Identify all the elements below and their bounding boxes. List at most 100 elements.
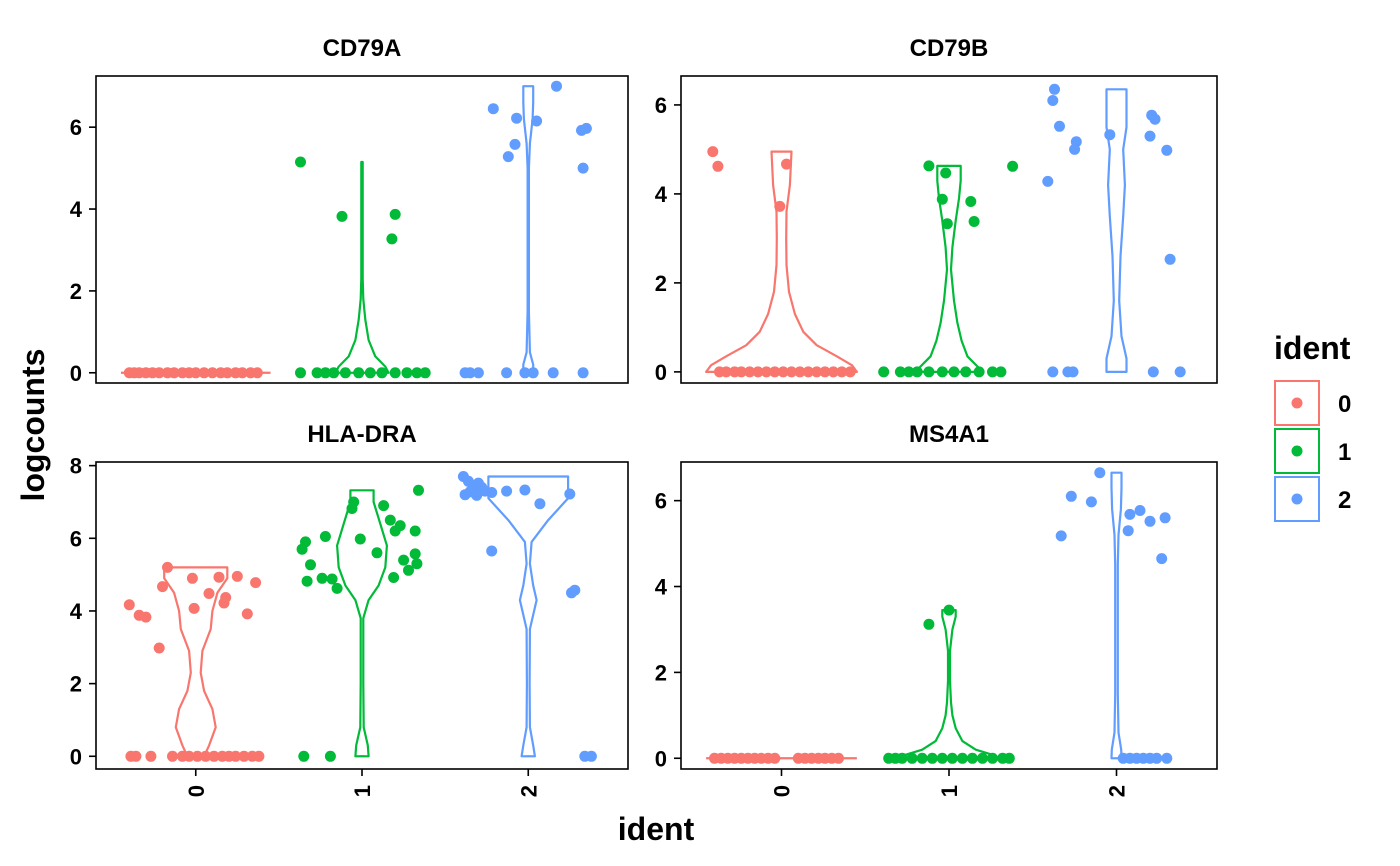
data-point bbox=[295, 156, 306, 168]
data-point bbox=[720, 366, 732, 378]
data-point bbox=[564, 488, 576, 500]
violin-ident-2 bbox=[487, 475, 570, 758]
data-point bbox=[1104, 129, 1116, 141]
data-point bbox=[200, 750, 212, 762]
data-point bbox=[802, 366, 814, 378]
data-point bbox=[1007, 160, 1019, 172]
x-tick-label: 2 bbox=[516, 785, 541, 797]
data-point bbox=[346, 503, 358, 514]
data-point bbox=[894, 366, 906, 378]
data-point bbox=[353, 367, 365, 379]
data-point bbox=[486, 545, 498, 557]
panel-frame bbox=[95, 75, 629, 384]
y-tick-label: 4 bbox=[70, 197, 83, 222]
data-point bbox=[153, 642, 165, 654]
y-tick-label: 0 bbox=[70, 744, 82, 769]
data-point bbox=[339, 367, 351, 379]
data-point bbox=[712, 160, 724, 172]
data-point bbox=[769, 752, 781, 764]
data-point bbox=[916, 752, 928, 764]
legend-title: ident bbox=[1274, 330, 1351, 366]
y-tick-label: 2 bbox=[655, 271, 667, 296]
data-point bbox=[1164, 253, 1176, 265]
data-point bbox=[190, 367, 202, 379]
data-point bbox=[943, 604, 955, 616]
violin-ident-0 bbox=[705, 150, 858, 373]
data-point bbox=[501, 485, 513, 497]
data-point bbox=[966, 752, 978, 764]
data-point bbox=[336, 210, 348, 222]
data-point bbox=[551, 80, 562, 92]
data-point bbox=[923, 160, 935, 172]
points-ident-0 bbox=[123, 561, 265, 762]
data-point bbox=[760, 366, 772, 378]
data-point bbox=[936, 193, 948, 205]
panel-title: HLA-DRA bbox=[307, 421, 416, 448]
data-point bbox=[774, 200, 786, 212]
data-point bbox=[833, 752, 844, 764]
data-point bbox=[486, 487, 498, 498]
data-point bbox=[413, 484, 424, 496]
data-point bbox=[707, 146, 719, 158]
y-tick-label: 2 bbox=[70, 279, 82, 304]
data-point bbox=[926, 752, 938, 764]
data-point bbox=[389, 367, 401, 379]
points-ident-1 bbox=[878, 160, 1019, 378]
panel-frame bbox=[680, 75, 1218, 384]
data-point bbox=[401, 367, 413, 379]
data-point bbox=[186, 572, 198, 584]
violin-ident-2 bbox=[1105, 88, 1128, 373]
data-point bbox=[364, 367, 376, 379]
data-point bbox=[378, 500, 390, 512]
data-point bbox=[878, 366, 890, 378]
points-ident-0 bbox=[707, 146, 856, 378]
data-point bbox=[1174, 366, 1186, 378]
data-point bbox=[1161, 144, 1173, 156]
data-point bbox=[1159, 512, 1171, 524]
data-point bbox=[384, 514, 396, 526]
data-point bbox=[153, 367, 165, 379]
data-point bbox=[519, 484, 531, 496]
legend-entry-0: 0 bbox=[1274, 380, 1351, 426]
data-point bbox=[527, 367, 539, 379]
data-point bbox=[995, 366, 1007, 378]
data-point bbox=[781, 158, 792, 170]
panel-title: CD79B bbox=[910, 35, 989, 62]
y-tick-label: 4 bbox=[70, 599, 83, 624]
data-point bbox=[1122, 525, 1134, 537]
data-point bbox=[911, 366, 923, 378]
data-point bbox=[1134, 505, 1146, 516]
y-tick-label: 4 bbox=[655, 575, 668, 600]
data-point bbox=[305, 559, 316, 571]
data-point bbox=[827, 366, 839, 378]
data-point bbox=[577, 367, 589, 379]
y-axis-title: logcounts bbox=[15, 349, 51, 502]
data-point bbox=[948, 366, 960, 378]
data-point bbox=[140, 611, 152, 623]
points-ident-2 bbox=[459, 80, 592, 379]
data-point bbox=[316, 572, 328, 584]
data-point bbox=[191, 750, 203, 762]
data-point bbox=[371, 547, 383, 559]
data-point bbox=[569, 584, 581, 596]
data-point bbox=[301, 575, 313, 587]
x-tick-label: 1 bbox=[350, 785, 375, 797]
data-point bbox=[501, 367, 513, 379]
legend-label: 1 bbox=[1338, 439, 1351, 466]
data-point bbox=[519, 367, 531, 379]
data-point bbox=[941, 218, 953, 230]
data-point bbox=[236, 367, 248, 379]
legend-entry-1: 1 bbox=[1274, 428, 1351, 474]
data-point bbox=[213, 571, 225, 583]
data-point bbox=[251, 367, 263, 379]
legend-dot bbox=[1291, 445, 1303, 457]
y-tick-label: 4 bbox=[655, 182, 668, 207]
data-point bbox=[419, 367, 431, 379]
data-point bbox=[409, 548, 421, 560]
x-tick-label: 2 bbox=[1105, 785, 1130, 797]
legend-label: 0 bbox=[1338, 391, 1351, 418]
x-axis-title: ident bbox=[618, 811, 695, 847]
data-point bbox=[585, 750, 597, 762]
data-point bbox=[940, 167, 952, 179]
data-point bbox=[752, 366, 764, 378]
